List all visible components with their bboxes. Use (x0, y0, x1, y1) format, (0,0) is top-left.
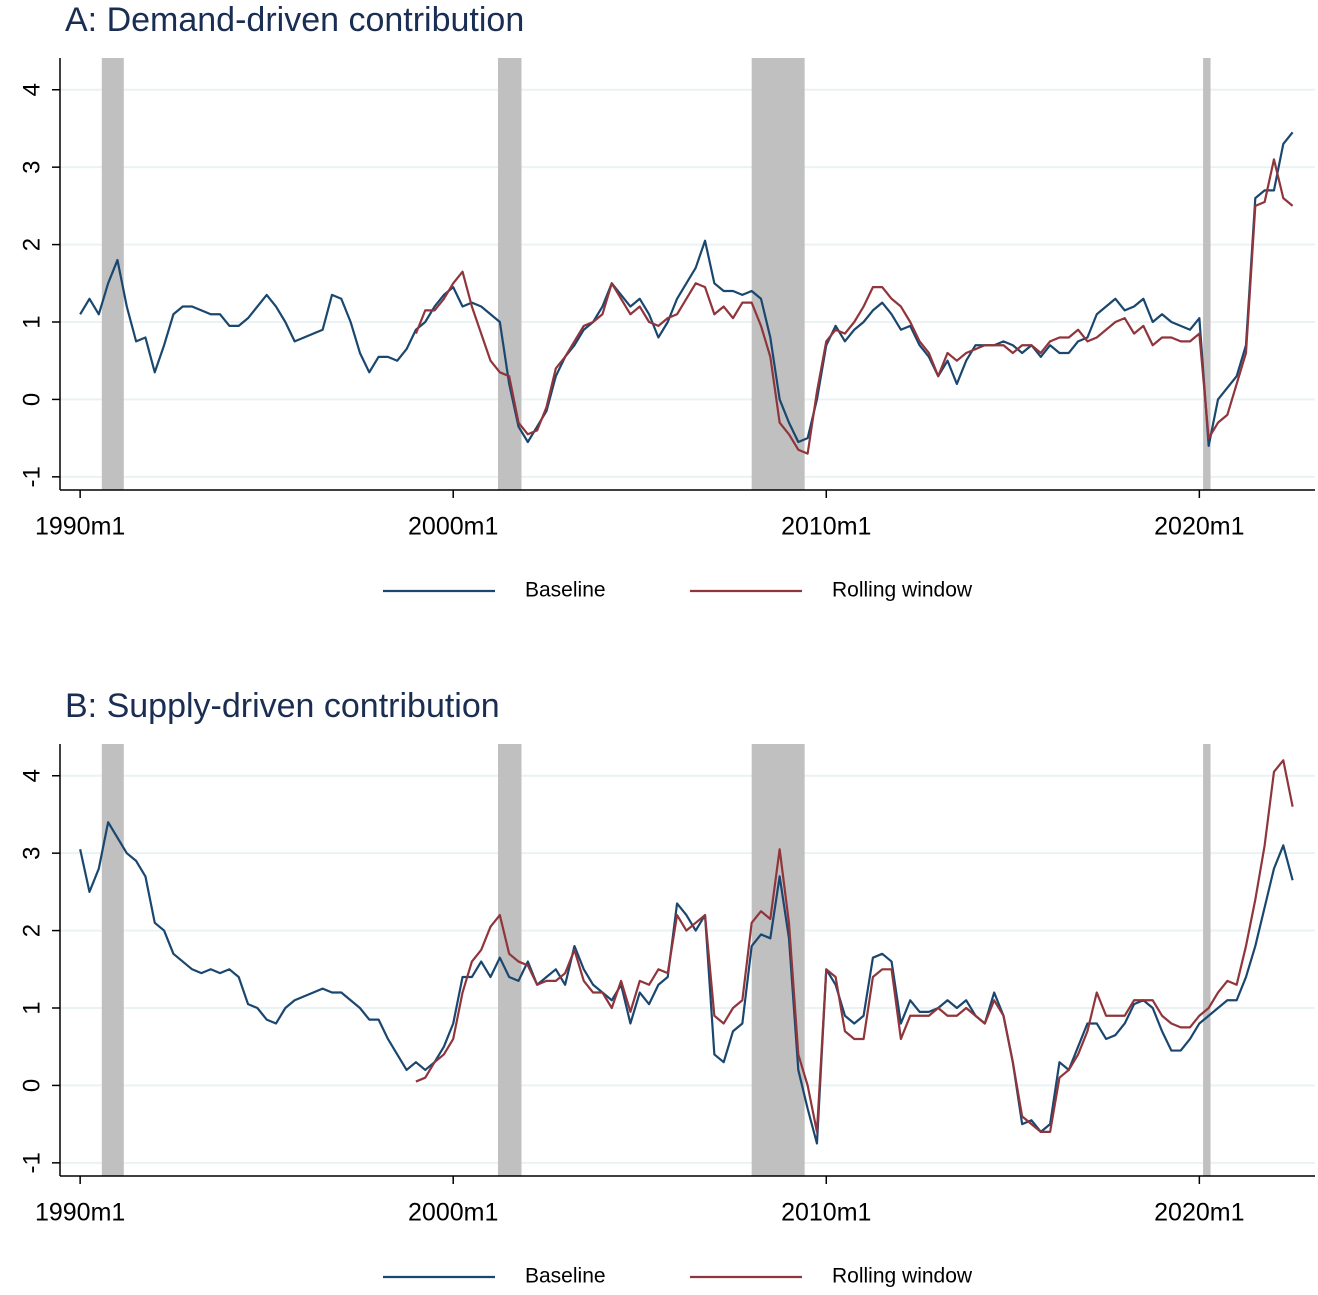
series-line (414, 158, 1294, 455)
legend-label: Rolling window (832, 579, 973, 602)
recession-band (101, 744, 124, 1176)
chart-title: B: Supply-driven contribution (65, 687, 500, 725)
series-line (415, 759, 1294, 1133)
y-tick-label: 3 (18, 846, 45, 859)
y-tick-label: 0 (18, 393, 45, 406)
y-tick-label: 3 (18, 160, 45, 173)
legend-label: Rolling window (832, 1265, 973, 1288)
x-tick-label: 2000m1 (408, 1199, 498, 1227)
x-tick-label: 2020m1 (1154, 513, 1244, 541)
y-tick-label: 1 (18, 315, 45, 328)
recession-band (751, 744, 805, 1176)
y-tick-label: -1 (18, 466, 45, 487)
x-tick-label: 1990m1 (35, 513, 125, 541)
y-tick-label: 2 (18, 238, 45, 251)
x-tick-label: 1990m1 (35, 1199, 125, 1227)
y-tick-label: -1 (18, 1152, 45, 1173)
chart-title: A: Demand-driven contribution (65, 1, 524, 39)
recession-band (1203, 744, 1211, 1176)
x-tick-label: 2000m1 (408, 513, 498, 541)
series-line (79, 821, 1294, 1145)
legend-label: Baseline (525, 579, 606, 602)
y-tick-label: 0 (18, 1079, 45, 1092)
recession-band (1203, 58, 1211, 490)
legend-label: Baseline (525, 1265, 606, 1288)
x-tick-label: 2020m1 (1154, 1199, 1244, 1227)
recession-band (751, 58, 805, 490)
recession-band (497, 58, 522, 490)
x-tick-label: 2010m1 (781, 1199, 871, 1227)
y-tick-label: 1 (18, 1001, 45, 1014)
y-tick-label: 4 (18, 83, 45, 96)
series-line (79, 131, 1294, 447)
y-tick-label: 2 (18, 924, 45, 937)
y-tick-label: 4 (18, 769, 45, 782)
recession-band (497, 744, 522, 1176)
x-tick-label: 2010m1 (781, 513, 871, 541)
